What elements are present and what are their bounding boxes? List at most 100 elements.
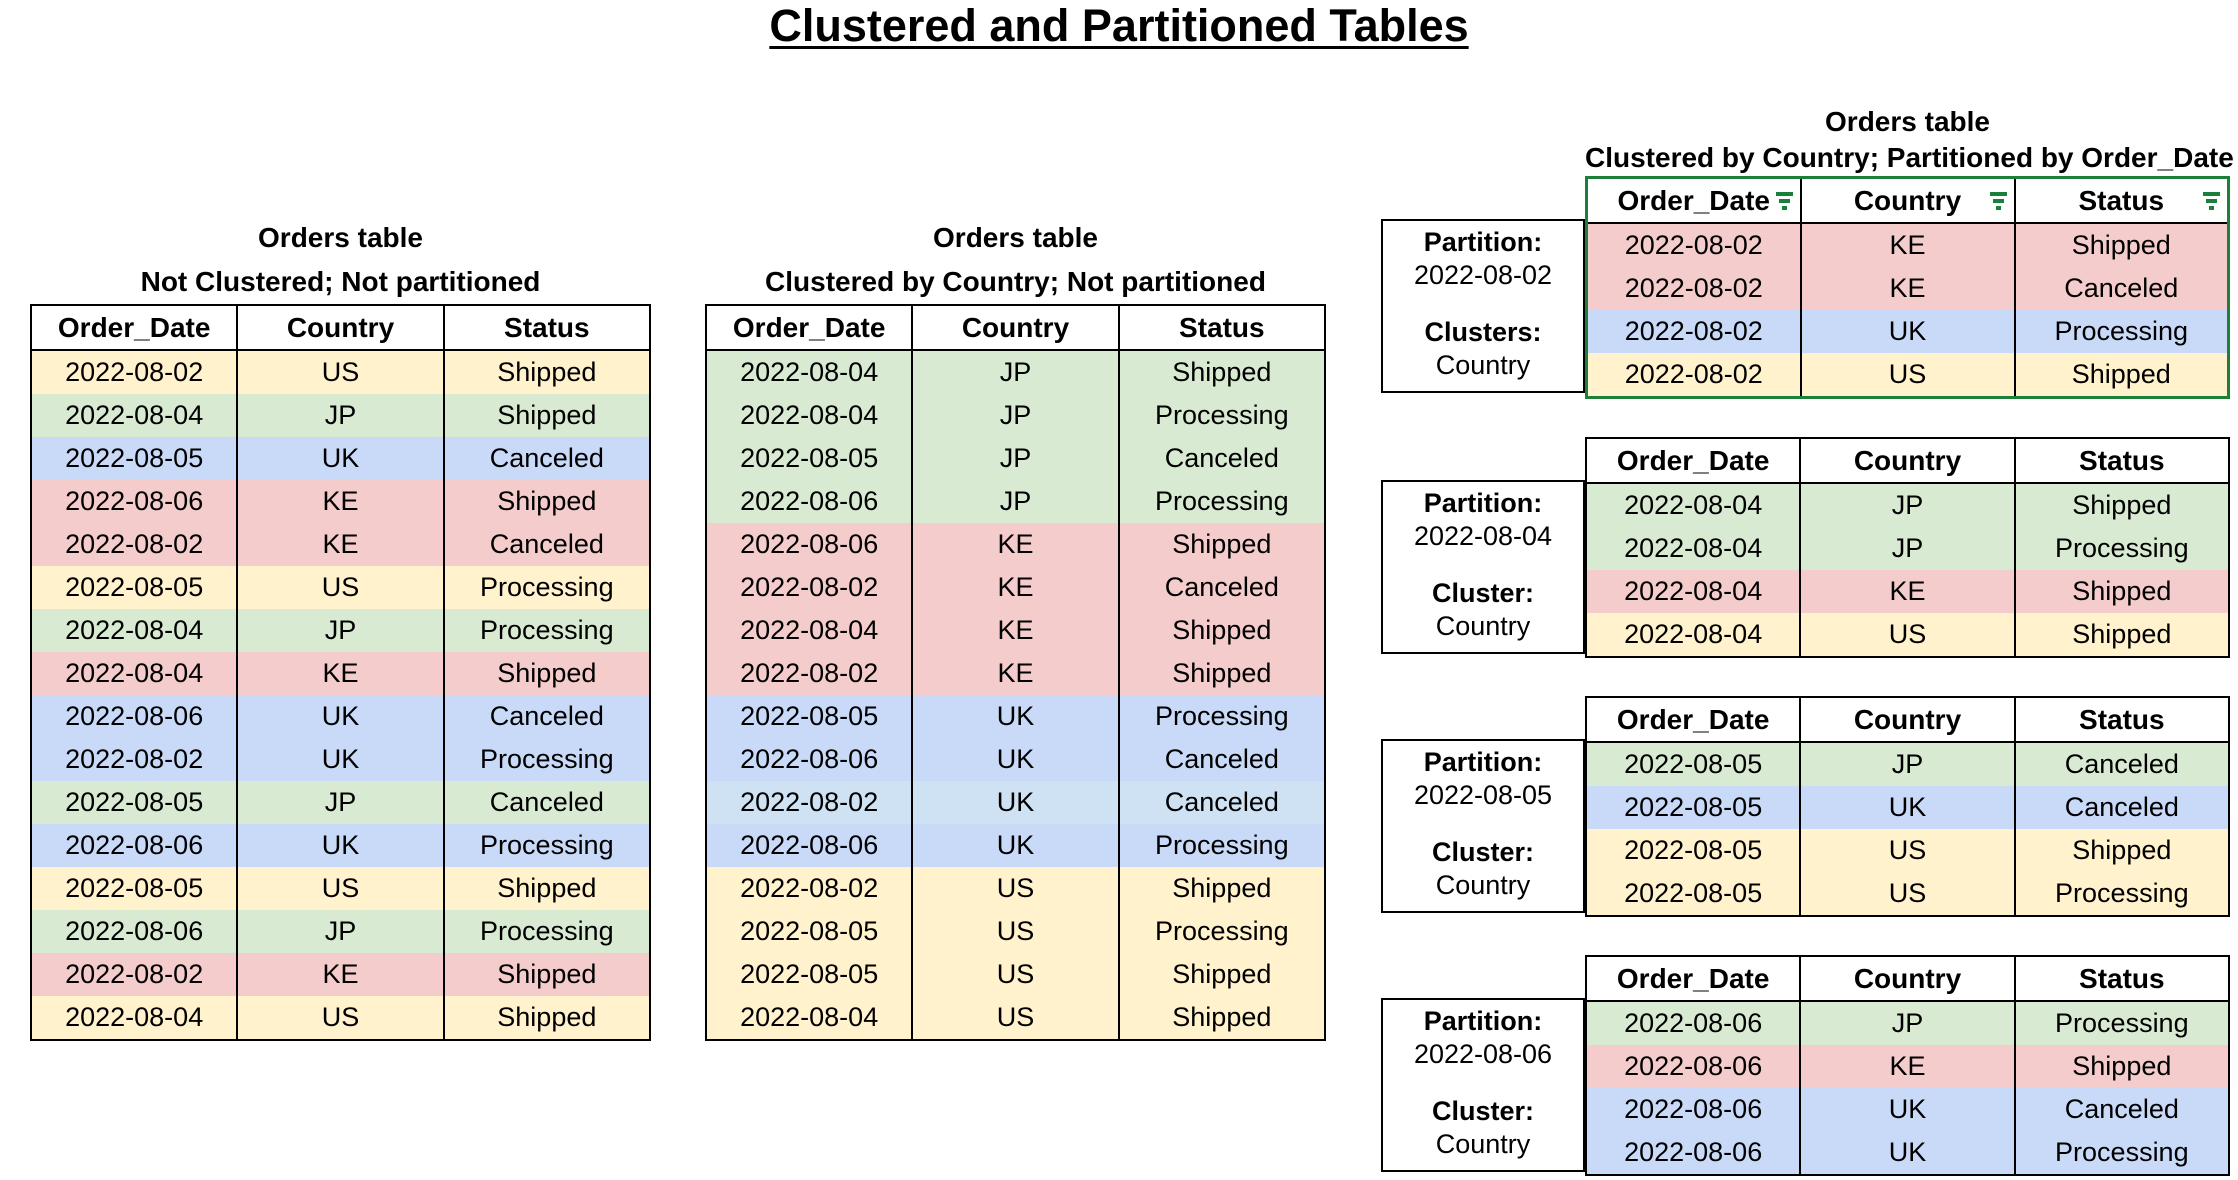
country-cell: JP bbox=[911, 350, 1120, 394]
country-cell: KE bbox=[236, 480, 445, 523]
table-row: 2022-08-05 JP Canceled bbox=[29, 781, 652, 824]
table-row: 2022-08-02 US Shipped bbox=[1585, 353, 2230, 399]
table-row: 2022-08-04 JP Processing bbox=[1584, 527, 2231, 570]
table-row: 2022-08-04 JP Processing bbox=[29, 609, 652, 652]
status-cell: Processing bbox=[2013, 872, 2231, 917]
order-date-cell: 2022-08-04 bbox=[704, 394, 914, 437]
column-header-status: Status bbox=[2013, 176, 2230, 224]
country-cell: KE bbox=[1799, 223, 2016, 267]
partition-label-box: Partition: 2022-08-04 Cluster: Country bbox=[1381, 480, 1585, 654]
section-clustered: Orders table Clustered by Country; Not p… bbox=[704, 216, 1327, 1041]
order-date-cell: 2022-08-04 bbox=[704, 350, 914, 394]
column-header-country: Country bbox=[1799, 437, 2016, 484]
order-date-cell: 2022-08-05 bbox=[1584, 742, 1802, 786]
partition-value: 2022-08-05 bbox=[1413, 780, 1553, 810]
table-row: 2022-08-04 US Shipped bbox=[704, 996, 1327, 1041]
order-date-cell: 2022-08-05 bbox=[704, 910, 914, 953]
table-row: 2022-08-04 JP Shipped bbox=[29, 394, 652, 437]
status-cell: Processing bbox=[2013, 527, 2231, 570]
order-date-cell: 2022-08-05 bbox=[704, 437, 914, 480]
status-cell: Canceled bbox=[1117, 738, 1327, 781]
partition-table-header: Order_Date Country Status bbox=[1584, 437, 2231, 484]
status-cell: Shipped bbox=[1117, 652, 1327, 695]
order-date-cell: 2022-08-02 bbox=[1585, 310, 1802, 353]
orders-table-unclustered-header: Order_Date Country Status bbox=[29, 304, 652, 351]
order-date-cell: 2022-08-06 bbox=[29, 695, 239, 738]
country-cell: JP bbox=[1799, 1001, 2016, 1045]
status-cell: Shipped bbox=[1117, 996, 1327, 1041]
order-date-cell: 2022-08-06 bbox=[704, 824, 914, 867]
partition-label-group: Partition: 2022-08-04 bbox=[1383, 487, 1583, 553]
status-cell: Shipped bbox=[442, 480, 652, 523]
country-cell: UK bbox=[236, 437, 445, 480]
table-row: 2022-08-05 US Shipped bbox=[1584, 829, 2231, 872]
table-row: 2022-08-05 JP Canceled bbox=[704, 437, 1327, 480]
partition-label: Partition: bbox=[1423, 1006, 1543, 1036]
order-date-cell: 2022-08-04 bbox=[1584, 613, 1802, 658]
country-cell: UK bbox=[1799, 1088, 2016, 1131]
filter-icon-bar bbox=[1992, 198, 2004, 203]
partition-table-header: Order_Date Country Status bbox=[1584, 696, 2231, 743]
unclustered-table-title: Orders table bbox=[258, 222, 423, 253]
table-row: 2022-08-04 JP Processing bbox=[704, 394, 1327, 437]
partition-label-box: Partition: 2022-08-06 Cluster: Country bbox=[1381, 998, 1585, 1172]
country-cell: KE bbox=[911, 566, 1120, 609]
order-date-cell: 2022-08-02 bbox=[1585, 223, 1802, 267]
partitioned-table-title: Orders table bbox=[1825, 106, 1990, 137]
country-cell: US bbox=[1799, 872, 2016, 917]
column-header-country: Country bbox=[1799, 176, 2016, 224]
status-cell: Shipped bbox=[442, 867, 652, 910]
status-cell: Shipped bbox=[2013, 613, 2231, 658]
order-date-cell: 2022-08-02 bbox=[29, 953, 239, 996]
filter-icon bbox=[1775, 191, 1793, 210]
status-cell: Shipped bbox=[442, 996, 652, 1041]
order-date-cell: 2022-08-06 bbox=[29, 480, 239, 523]
status-cell: Canceled bbox=[2013, 1088, 2231, 1131]
partition-value: 2022-08-04 bbox=[1413, 521, 1553, 551]
partition-label-box: Partition: 2022-08-05 Cluster: Country bbox=[1381, 739, 1585, 913]
country-cell: UK bbox=[1799, 310, 2016, 353]
clustered-table-title: Orders table bbox=[933, 222, 1098, 253]
status-cell: Shipped bbox=[1117, 350, 1327, 394]
table-row: 2022-08-02 US Shipped bbox=[704, 867, 1327, 910]
column-header-order-date: Order_Date bbox=[1584, 437, 1802, 484]
status-cell: Shipped bbox=[2013, 353, 2230, 399]
partition-table-2022-08-06: Order_Date Country Status 2022-08-06 JP Pr… bbox=[1584, 955, 2231, 1176]
country-cell: US bbox=[236, 350, 445, 394]
order-date-cell: 2022-08-04 bbox=[29, 609, 239, 652]
cluster-label: Clusters: bbox=[1424, 317, 1542, 347]
filter-icon-bar bbox=[1775, 191, 1793, 196]
country-cell: JP bbox=[236, 394, 445, 437]
country-cell: US bbox=[1799, 613, 2016, 658]
country-cell: KE bbox=[1799, 267, 2016, 310]
filter-icon-bar bbox=[2209, 205, 2214, 210]
section-partitioned: Orders table Clustered by Country; Parti… bbox=[1381, 104, 2238, 1180]
status-cell: Processing bbox=[442, 566, 652, 609]
status-cell: Shipped bbox=[2013, 223, 2230, 267]
country-cell: UK bbox=[1799, 1131, 2016, 1176]
order-date-cell: 2022-08-02 bbox=[29, 738, 239, 781]
header-row: Order_Date Country Status bbox=[704, 304, 1327, 351]
table-row: 2022-08-06 JP Processing bbox=[29, 910, 652, 953]
column-header-status: Status bbox=[2013, 696, 2231, 743]
status-cell: Shipped bbox=[2013, 829, 2231, 872]
filter-icon-bar bbox=[1995, 205, 2001, 210]
column-header-status: Status bbox=[2013, 437, 2231, 484]
table-row: 2022-08-05 US Shipped bbox=[704, 953, 1327, 996]
table-row: 2022-08-06 UK Processing bbox=[29, 824, 652, 867]
country-cell: JP bbox=[911, 480, 1120, 523]
order-date-cell: 2022-08-04 bbox=[1584, 527, 1802, 570]
partition-block-2022-08-04: Partition: 2022-08-04 Cluster: Country O… bbox=[1381, 437, 2231, 658]
partition-label: Partition: bbox=[1423, 747, 1543, 777]
status-cell: Canceled bbox=[442, 781, 652, 824]
table-row: 2022-08-05 UK Processing bbox=[704, 695, 1327, 738]
header-row: Order_Date Country Status bbox=[1584, 955, 2231, 1002]
page-title: Clustered and Partitioned Tables bbox=[0, 0, 2238, 52]
order-date-cell: 2022-08-05 bbox=[29, 867, 239, 910]
status-cell: Processing bbox=[1117, 480, 1327, 523]
country-cell: KE bbox=[1799, 570, 2016, 613]
status-cell: Canceled bbox=[1117, 781, 1327, 824]
order-date-cell: 2022-08-05 bbox=[29, 781, 239, 824]
table-row: 2022-08-02 UK Processing bbox=[1585, 310, 2230, 353]
